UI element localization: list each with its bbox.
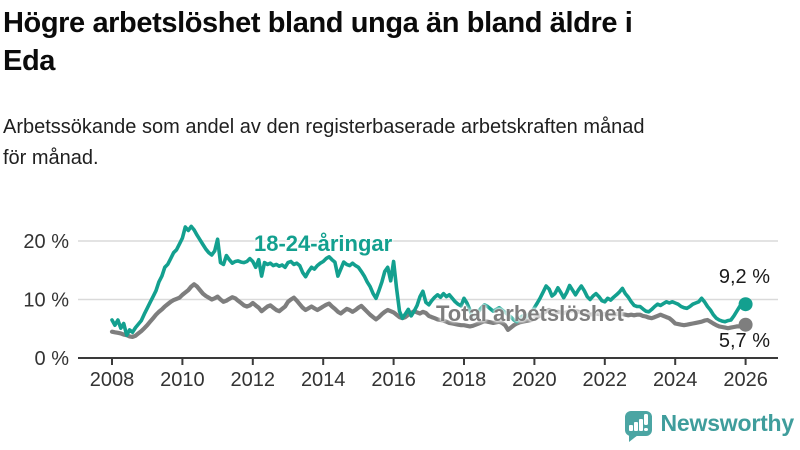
x-tick-label: 2026 — [723, 369, 768, 391]
newsworthy-speech-bubble-chart-icon — [624, 411, 652, 442]
y-tick-label: 10 % — [23, 290, 69, 312]
end-value-label-total: 5,7 % — [718, 330, 770, 352]
x-tick-label: 2022 — [583, 369, 628, 391]
series-label-young: 18-24-åringar — [254, 231, 393, 256]
y-tick-label: 0 % — [35, 348, 70, 370]
speech-bubble-tail — [628, 435, 638, 442]
x-tick-label: 2014 — [301, 369, 346, 391]
bar-icon — [639, 419, 643, 431]
exclamation-icon — [644, 414, 648, 425]
chart-subtitle-line-2: för månad. — [3, 147, 99, 169]
bar-icon — [634, 422, 638, 431]
series-end-dot-young — [738, 297, 753, 312]
x-tick-label: 2018 — [442, 369, 487, 391]
x-tick-label: 2020 — [512, 369, 557, 391]
x-tick-label: 2012 — [231, 369, 276, 391]
series-end-dot-total — [738, 317, 753, 332]
y-tick-label: 20 % — [23, 231, 69, 253]
end-value-label-young: 9,2 % — [718, 266, 770, 288]
chart-title-line-2: Eda — [3, 45, 55, 77]
series-line-total — [109, 282, 748, 339]
chart-title-line-1: Högre arbetslöshet bland unga än bland ä… — [3, 7, 633, 39]
series-line-young — [110, 224, 748, 338]
x-tick-label: 2010 — [160, 369, 205, 391]
x-tick-label: 2024 — [653, 369, 698, 391]
chart-title: Högre arbetslöshet bland unga än bland ä… — [3, 4, 633, 80]
newsworthy-wordmark: Newsworthy — [660, 410, 795, 436]
x-tick-label: 2008 — [90, 369, 135, 391]
exclamation-dot-icon — [644, 427, 648, 431]
newsworthy-logo[interactable]: Newsworthy — [624, 410, 795, 442]
chart-subtitle: Arbetssökande som andel av den registerb… — [3, 112, 645, 174]
series-label-total: Total arbetslöshet — [436, 301, 624, 326]
bar-icon — [629, 425, 633, 431]
chart-subtitle-line-1: Arbetssökande som andel av den registerb… — [3, 116, 645, 138]
x-tick-label: 2016 — [371, 369, 416, 391]
